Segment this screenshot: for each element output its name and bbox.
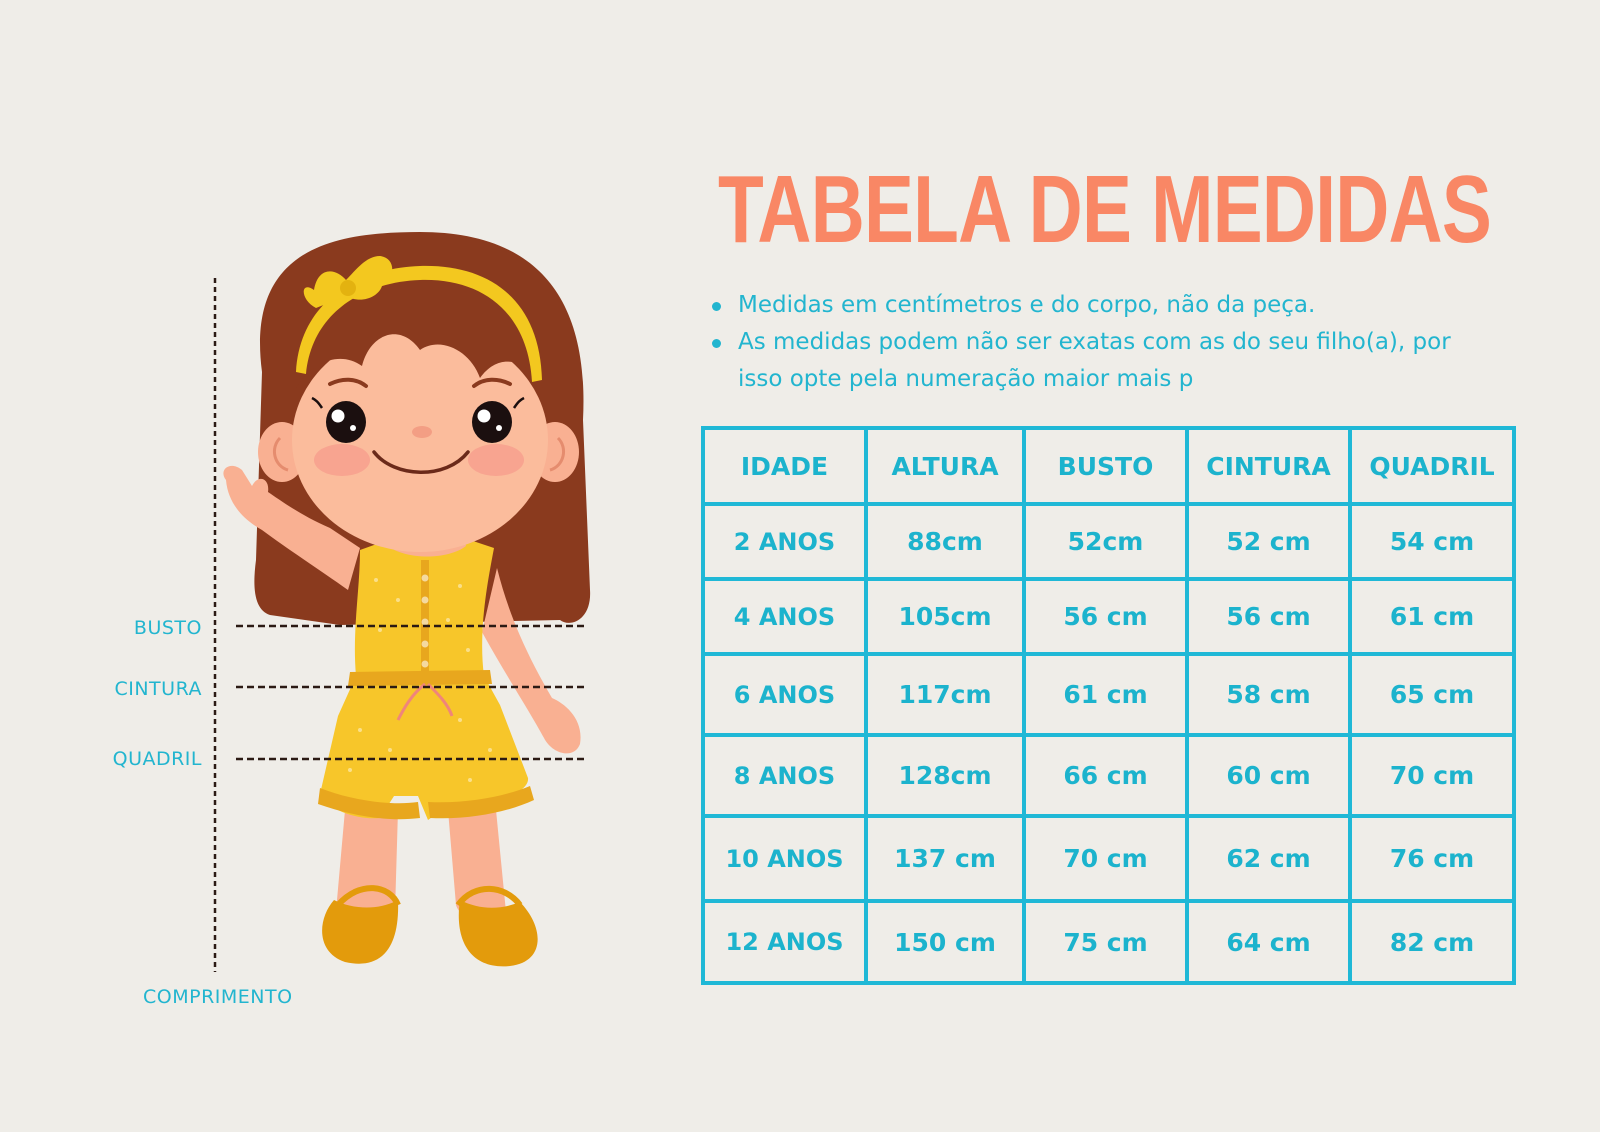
table-row: 12 ANOS 150 cm 75 cm 64 cm 82 cm — [701, 899, 1516, 985]
table-cell: 8 ANOS — [701, 733, 868, 818]
table-cell: 56 cm — [1022, 577, 1189, 656]
table-cell: 128cm — [864, 733, 1026, 818]
face — [292, 328, 548, 552]
left-shoe — [322, 900, 399, 964]
girl-illustration — [213, 232, 591, 972]
hair-bangs — [294, 282, 546, 392]
comprimento-label: COMPRIMENTO — [143, 986, 293, 1008]
raised-arm — [223, 465, 360, 590]
table-row: 2 ANOS 88cm 52cm 52 cm 54 cm — [701, 502, 1516, 581]
table-cell: 60 cm — [1185, 733, 1352, 818]
table-cell: 105cm — [864, 577, 1026, 656]
romper-waistband — [348, 670, 492, 686]
header-idade: IDADE — [701, 426, 868, 506]
header-cintura: CINTURA — [1185, 426, 1352, 506]
lower-arm — [482, 568, 581, 754]
table-cell: 137 cm — [864, 814, 1026, 903]
table-row: 6 ANOS 117cm 61 cm 58 cm 65 cm — [701, 652, 1516, 737]
header-busto: BUSTO — [1022, 426, 1189, 506]
table-cell: 58 cm — [1185, 652, 1352, 737]
table-cell: 88cm — [864, 502, 1026, 581]
table-cell: 12 ANOS — [701, 899, 868, 985]
table-cell: 4 ANOS — [701, 577, 868, 656]
table-cell: 6 ANOS — [701, 652, 868, 737]
table-header-row: IDADE ALTURA BUSTO CINTURA QUADRIL — [701, 426, 1516, 506]
table-row: 4 ANOS 105cm 56 cm 56 cm 61 cm — [701, 577, 1516, 656]
table-cell: 61 cm — [1348, 577, 1516, 656]
table-cell: 2 ANOS — [701, 502, 868, 581]
romper-bow — [396, 682, 454, 721]
table-cell: 56 cm — [1185, 577, 1352, 656]
romper-hem-left — [318, 788, 420, 820]
table-cell: 75 cm — [1022, 899, 1189, 985]
table-cell: 82 cm — [1348, 899, 1516, 985]
table-row: 8 ANOS 128cm 66 cm 60 cm 70 cm — [701, 733, 1516, 818]
right-cheek — [468, 444, 524, 476]
nose — [412, 426, 432, 438]
table-cell: 52 cm — [1185, 502, 1352, 581]
cintura-label: CINTURA — [114, 678, 202, 700]
page-title: TABELA DE MEDIDAS — [718, 156, 1492, 263]
header-altura: ALTURA — [864, 426, 1026, 506]
quadril-label: QUADRIL — [112, 748, 202, 770]
left-eye — [326, 401, 366, 443]
table-cell: 54 cm — [1348, 502, 1516, 581]
table-cell: 64 cm — [1185, 899, 1352, 985]
table-cell: 150 cm — [864, 899, 1026, 985]
table-cell: 117cm — [864, 652, 1026, 737]
left-leg — [336, 810, 398, 919]
right-leg — [448, 810, 506, 918]
table-cell: 70 cm — [1348, 733, 1516, 818]
right-eye — [472, 401, 512, 443]
table-cell: 61 cm — [1022, 652, 1189, 737]
mouth — [372, 450, 470, 474]
table-cell: 66 cm — [1022, 733, 1189, 818]
romper-hem-right — [428, 786, 534, 819]
table-row: 10 ANOS 137 cm 70 cm 62 cm 76 cm — [701, 814, 1516, 903]
notes-list: Medidas em centímetros e do corpo, não d… — [712, 287, 1498, 398]
table-cell: 65 cm — [1348, 652, 1516, 737]
busto-label: BUSTO — [133, 617, 202, 639]
size-table: IDADE ALTURA BUSTO CINTURA QUADRIL 2 ANO… — [701, 426, 1516, 985]
table-cell: 76 cm — [1348, 814, 1516, 903]
table-cell: 62 cm — [1185, 814, 1352, 903]
note-item: As medidas podem não ser exatas com as d… — [712, 324, 1498, 398]
header-quadril: QUADRIL — [1348, 426, 1516, 506]
right-shoe — [458, 900, 538, 967]
table-cell: 10 ANOS — [701, 814, 868, 903]
left-cheek — [314, 444, 370, 476]
table-cell: 70 cm — [1022, 814, 1189, 903]
table-cell: 52cm — [1022, 502, 1189, 581]
note-item: Medidas em centímetros e do corpo, não d… — [712, 287, 1498, 324]
